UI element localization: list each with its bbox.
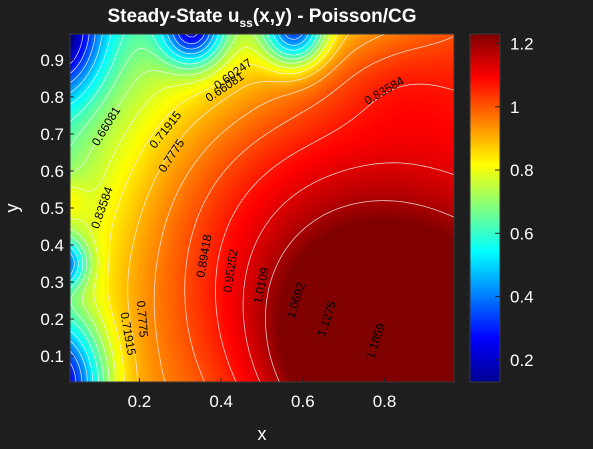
x-tick-label: 0.8 — [373, 392, 397, 411]
colorbar-gradient — [469, 33, 501, 383]
colorbar-tick-label: 0.8 — [510, 161, 534, 180]
contour-lines — [70, 34, 454, 382]
contour-line — [107, 34, 338, 382]
y-tick-label: 0.2 — [40, 310, 64, 329]
contour-line — [215, 83, 454, 382]
y-tick-label: 0.4 — [40, 236, 64, 255]
x-axis-label: x — [258, 424, 267, 444]
contour-line — [70, 34, 318, 382]
x-tick-label: 0.4 — [209, 392, 233, 411]
colorbar-tick-label: 1.2 — [510, 34, 534, 53]
x-tick-label: 0.2 — [128, 392, 152, 411]
x-axis-ticks: 0.2 0.4 0.6 0.8 — [128, 378, 397, 411]
colorbar-ticks: 0.2 0.4 0.6 0.8 1 1.2 — [495, 34, 534, 370]
contour-line — [184, 35, 454, 382]
contour-line — [70, 34, 314, 382]
chart-title: Steady-State uss(x,y) - Poisson/CG — [108, 6, 417, 30]
contour-line — [70, 34, 309, 382]
colorbar-tick-label: 0.2 — [510, 351, 534, 370]
y-tick-label: 0.7 — [40, 125, 64, 144]
contour-line — [70, 34, 326, 382]
y-axis-ticks: 0.1 0.2 0.3 0.4 0.5 0.6 0.7 0.8 0.9 — [40, 51, 74, 366]
contour-label: 0.95252 — [220, 248, 240, 293]
contour-line — [127, 34, 350, 382]
y-axis-label: y — [2, 204, 22, 213]
y-tick-label: 0.5 — [40, 199, 64, 218]
y-tick-label: 0.6 — [40, 162, 64, 181]
colorbar-tick-label: 0.6 — [510, 224, 534, 243]
colorbar: 0.2 0.4 0.6 0.8 1 1.2 — [469, 33, 534, 383]
contour-line — [153, 34, 385, 382]
contour-line — [265, 200, 454, 382]
y-tick-label: 0.1 — [40, 347, 64, 366]
x-tick-label: 0.6 — [291, 392, 315, 411]
colorbar-tick-label: 0.4 — [510, 288, 534, 307]
contour-line — [70, 34, 331, 382]
contour-line — [70, 34, 205, 382]
contour-line — [242, 162, 454, 382]
contour-line — [70, 34, 322, 382]
y-tick-label: 0.3 — [40, 273, 64, 292]
y-tick-label: 0.9 — [40, 51, 64, 70]
heatmap-field — [70, 34, 454, 382]
y-tick-label: 0.8 — [40, 88, 64, 107]
colorbar-tick-label: 1 — [510, 98, 519, 117]
contour-label: 0.7775 — [134, 300, 151, 338]
